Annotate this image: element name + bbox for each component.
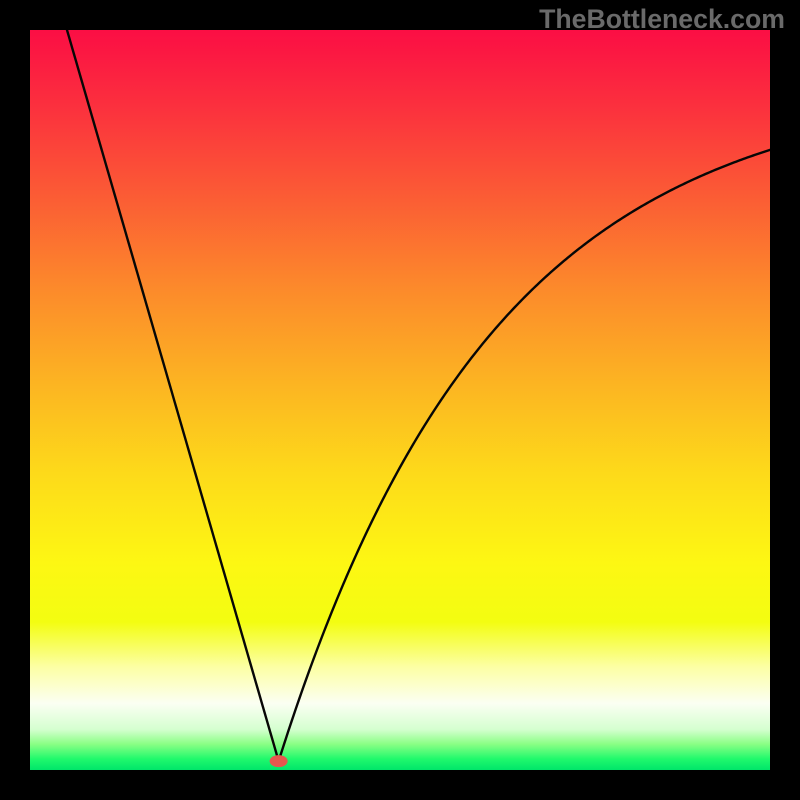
plot-area xyxy=(30,30,770,770)
minimum-marker xyxy=(270,755,288,767)
plot-svg xyxy=(30,30,770,770)
chart-container: TheBottleneck.com xyxy=(0,0,800,800)
gradient-background xyxy=(30,30,770,770)
